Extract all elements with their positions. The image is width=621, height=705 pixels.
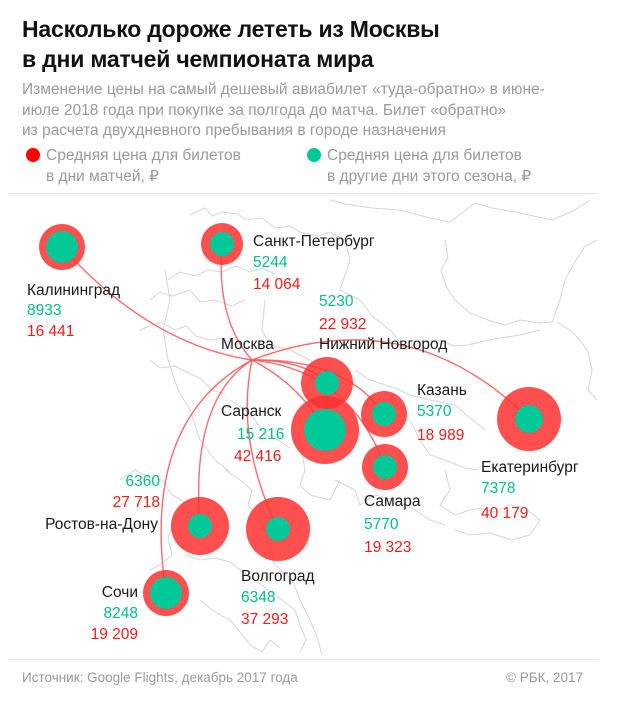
value-volgograd-other: 6348 [241,589,276,606]
value-kaliningrad-other: 8933 [27,302,62,319]
label-moscow: Москва [221,336,274,353]
route-sochi [160,359,253,594]
label-kaliningrad: Калининград [27,282,121,299]
legend-match-line-2: в дни матчей, ₽ [46,168,159,185]
legend-match-line-1: Средняя цена для билетов [46,147,241,164]
value-rostov-other: 6360 [125,473,160,490]
legend-other-days: Средняя цена для билетов в другие дни эт… [307,145,532,187]
legend-other-line-1: Средняя цена для билетов [327,147,522,164]
bubble-rostov [171,497,229,555]
bubble-yekaterinburg [497,387,561,451]
region-borders [119,199,598,656]
value-saransk-match: 42 416 [234,448,282,465]
map-graphic [39,199,598,656]
value-rostov-match: 27 718 [112,494,160,511]
value-kazan-other: 5370 [417,403,452,420]
value-yekaterinburg-other: 7378 [481,480,516,497]
subtitle-line-3: из расчета двухдневного пребывания в гор… [22,122,446,139]
city-bubbles [39,223,561,616]
route-yekaterinburg [251,339,530,420]
bubble-volgograd [246,497,310,561]
value-samara-match: 19 323 [364,539,412,556]
value-yekaterinburg-match: 40 179 [481,505,529,522]
value-spb-other: 5244 [253,254,288,271]
bubble-samara [362,444,408,490]
value-sochi-match: 19 209 [90,626,138,643]
label-kazan: Казань [417,382,467,399]
label-sochi: Сочи [101,584,138,601]
value-saransk-other: 15 216 [237,426,285,443]
value-volgograd-match: 37 293 [241,611,289,628]
bubble-sochi [143,570,189,616]
source-note: Источник: Google Flights, декабрь 2017 г… [22,670,298,685]
bubble-kazan [361,391,407,437]
chart-subtitle: Изменение цены на самый дешевый авиабиле… [22,80,607,142]
label-nnovgorod: Нижний Новгород [319,336,448,353]
legend-other-line-2: в другие дни этого сезона, ₽ [327,168,532,185]
bubble-nnovgorod [301,357,353,409]
value-spb-match: 14 064 [253,276,301,293]
bubble-kaliningrad [39,224,85,270]
chart-title: Насколько дороже лететь из Москвы в дни … [22,14,602,74]
bottom-divider [8,659,597,660]
subtitle-line-2: июле 2018 года при покупке за полгода до… [22,101,507,119]
label-yekaterinburg: Екатеринбург [481,459,579,476]
value-kazan-match: 18 989 [417,427,465,444]
legend-match-days: Средняя цена для билетов в дни матчей, ₽ [26,145,241,187]
bubble-spb [201,223,243,265]
value-samara-other: 5770 [364,516,399,533]
label-spb: Санкт-Петербург [253,233,375,250]
title-line-2: в дни матчей чемпионата мира [22,46,374,72]
label-rostov: Ростов-на-Дону [45,516,158,533]
copyright: © РБК, 2017 [506,670,583,685]
title-line-1: Насколько дороже лететь из Москвы [22,16,440,42]
value-nnovgorod-other: 5230 [319,293,354,310]
bubble-saransk [291,396,359,464]
top-divider [8,193,597,194]
value-nnovgorod-match: 22 932 [319,316,367,333]
subtitle-line-1: Изменение цены на самый дешевый авиабиле… [22,81,545,98]
label-saransk: Саранск [221,403,282,420]
label-volgograd: Волгоград [241,568,315,585]
value-kaliningrad-match: 16 441 [27,323,75,340]
value-sochi-other: 8248 [103,605,138,622]
label-samara: Самара [364,493,421,510]
route-kaliningrad [61,246,253,361]
green-dot-icon [307,148,321,162]
red-dot-icon [26,148,40,162]
